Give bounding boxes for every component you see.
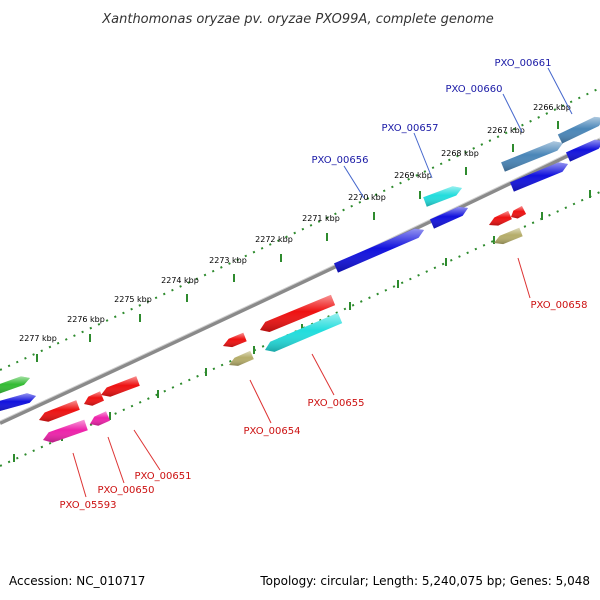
leader-lines <box>72 67 573 498</box>
genome-backbone-highlight <box>0 137 600 422</box>
leader-pxo-00657 <box>413 132 433 179</box>
gene-red-00658b[interactable] <box>511 206 527 219</box>
gene-pink-05593-shading <box>43 419 88 443</box>
gene-red-00655-shading <box>260 294 336 332</box>
gene-blue-00656[interactable] <box>334 228 424 273</box>
leader-pxo-00650 <box>107 436 125 484</box>
gene-pink-00650[interactable] <box>90 411 110 426</box>
gene-green-left[interactable] <box>0 376 30 394</box>
gene-cyan-00655-shading <box>265 312 343 352</box>
leader-pxo-00660 <box>502 93 523 133</box>
label-pxo-00651[interactable]: PXO_00651 <box>135 471 192 482</box>
gene-steel-00660-shading <box>501 141 563 172</box>
ruler-label-1: 2276 kbp <box>67 315 105 324</box>
ruler-label-5: 2272 kbp <box>255 235 293 244</box>
label-pxo-00660[interactable]: PXO_00660 <box>446 84 503 95</box>
ruler-label-6: 2271 kbp <box>302 214 340 223</box>
ruler-label-11: 2266 kbp <box>533 103 571 112</box>
gene-khaki-00658[interactable] <box>494 227 523 245</box>
ruler-label-2: 2275 kbp <box>114 295 152 304</box>
major-ticks <box>13 121 591 462</box>
ruler-label-8: 2269 kbp <box>394 171 432 180</box>
leader-pxo-05593 <box>72 452 87 498</box>
gene-blue-right-1[interactable] <box>510 162 568 192</box>
gene-blue-00657[interactable] <box>430 206 468 229</box>
gene-red-05593[interactable] <box>39 400 80 422</box>
gene-blue-00657-shading <box>430 206 468 229</box>
ruler-label-0: 2277 kbp <box>19 334 57 343</box>
leader-pxo-00656 <box>343 165 365 199</box>
gene-khaki-00654[interactable] <box>229 350 254 366</box>
gene-red-00650[interactable] <box>84 391 104 406</box>
gene-green-left-shading <box>0 376 30 394</box>
map-title: Xanthomonas oryzae pv. oryzae PXO99A, co… <box>101 12 494 27</box>
ruler-label-4: 2273 kbp <box>209 256 247 265</box>
gene-pink-00650-shading <box>90 411 110 426</box>
gene-red-00658a-shading <box>489 210 512 226</box>
gene-khaki-00654-shading <box>229 350 254 366</box>
gene-cyan-00657-shading <box>423 186 462 207</box>
ruler-label-9: 2268 kbp <box>441 149 479 158</box>
label-pxo-00658[interactable]: PXO_00658 <box>531 300 588 311</box>
label-pxo-00655[interactable]: PXO_00655 <box>308 398 365 409</box>
ruler-label-3: 2274 kbp <box>161 276 199 285</box>
gene-steel-00660[interactable] <box>501 141 563 172</box>
gene-steel-00661-shading <box>557 116 600 144</box>
gene-red-00650-shading <box>84 391 104 406</box>
gene-red-00655[interactable] <box>260 294 336 332</box>
label-pxo-05593[interactable]: PXO_05593 <box>60 500 117 511</box>
gene-blue-left-shading <box>0 393 36 412</box>
gene-red-00651[interactable] <box>101 376 140 397</box>
leader-pxo-00661 <box>547 67 573 115</box>
gene-steel-00661[interactable] <box>557 116 600 144</box>
label-pxo-00657[interactable]: PXO_00657 <box>382 123 439 134</box>
leader-pxo-00655 <box>311 353 335 396</box>
gene-cyan-00657[interactable] <box>423 186 462 207</box>
ruler-label-10: 2267 kbp <box>487 126 525 135</box>
leader-pxo-00654 <box>249 379 272 424</box>
label-pxo-00654[interactable]: PXO_00654 <box>244 426 301 437</box>
label-pxo-00650[interactable]: PXO_00650 <box>98 485 155 496</box>
label-pxo-00661[interactable]: PXO_00661 <box>495 58 552 69</box>
gene-blue-left[interactable] <box>0 393 36 412</box>
gene-red-00654-shading <box>223 332 247 348</box>
gene-red-00658a[interactable] <box>489 210 512 226</box>
gene-blue-right-2[interactable] <box>566 139 600 162</box>
leader-pxo-00658 <box>517 257 531 299</box>
label-pxo-00656[interactable]: PXO_00656 <box>312 155 369 166</box>
gene-blue-right-1-shading <box>510 162 568 192</box>
gene-cyan-00655[interactable] <box>265 312 343 352</box>
gene-pink-05593[interactable] <box>43 419 88 443</box>
gene-red-05593-shading <box>39 400 80 422</box>
gene-red-00654[interactable] <box>223 332 247 348</box>
gene-red-00658b-shading <box>511 206 527 219</box>
gene-features <box>0 116 600 443</box>
gene-labels: PXO_00656 PXO_00657 PXO_00660 PXO_00661 … <box>60 58 588 511</box>
topology-text: Topology: circular; Length: 5,240,075 bp… <box>260 574 590 588</box>
gene-blue-right-2-shading <box>566 139 600 162</box>
gene-blue-00656-shading <box>334 228 424 273</box>
ruler-labels: 2277 kbp 2276 kbp 2275 kbp 2274 kbp 2273 kbp… <box>19 103 571 343</box>
leader-pxo-00651 <box>133 429 161 471</box>
accession-text: Accession: NC_010717 <box>9 574 146 588</box>
ruler-label-7: 2270 kbp <box>348 193 386 202</box>
gene-red-00651-shading <box>101 376 140 397</box>
gene-khaki-00658-shading <box>494 227 523 245</box>
